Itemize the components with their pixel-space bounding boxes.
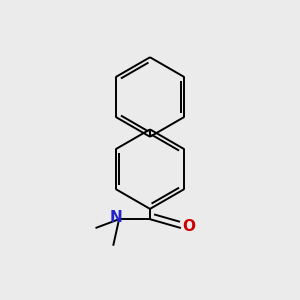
Text: N: N [109, 210, 122, 225]
Text: O: O [182, 219, 195, 234]
